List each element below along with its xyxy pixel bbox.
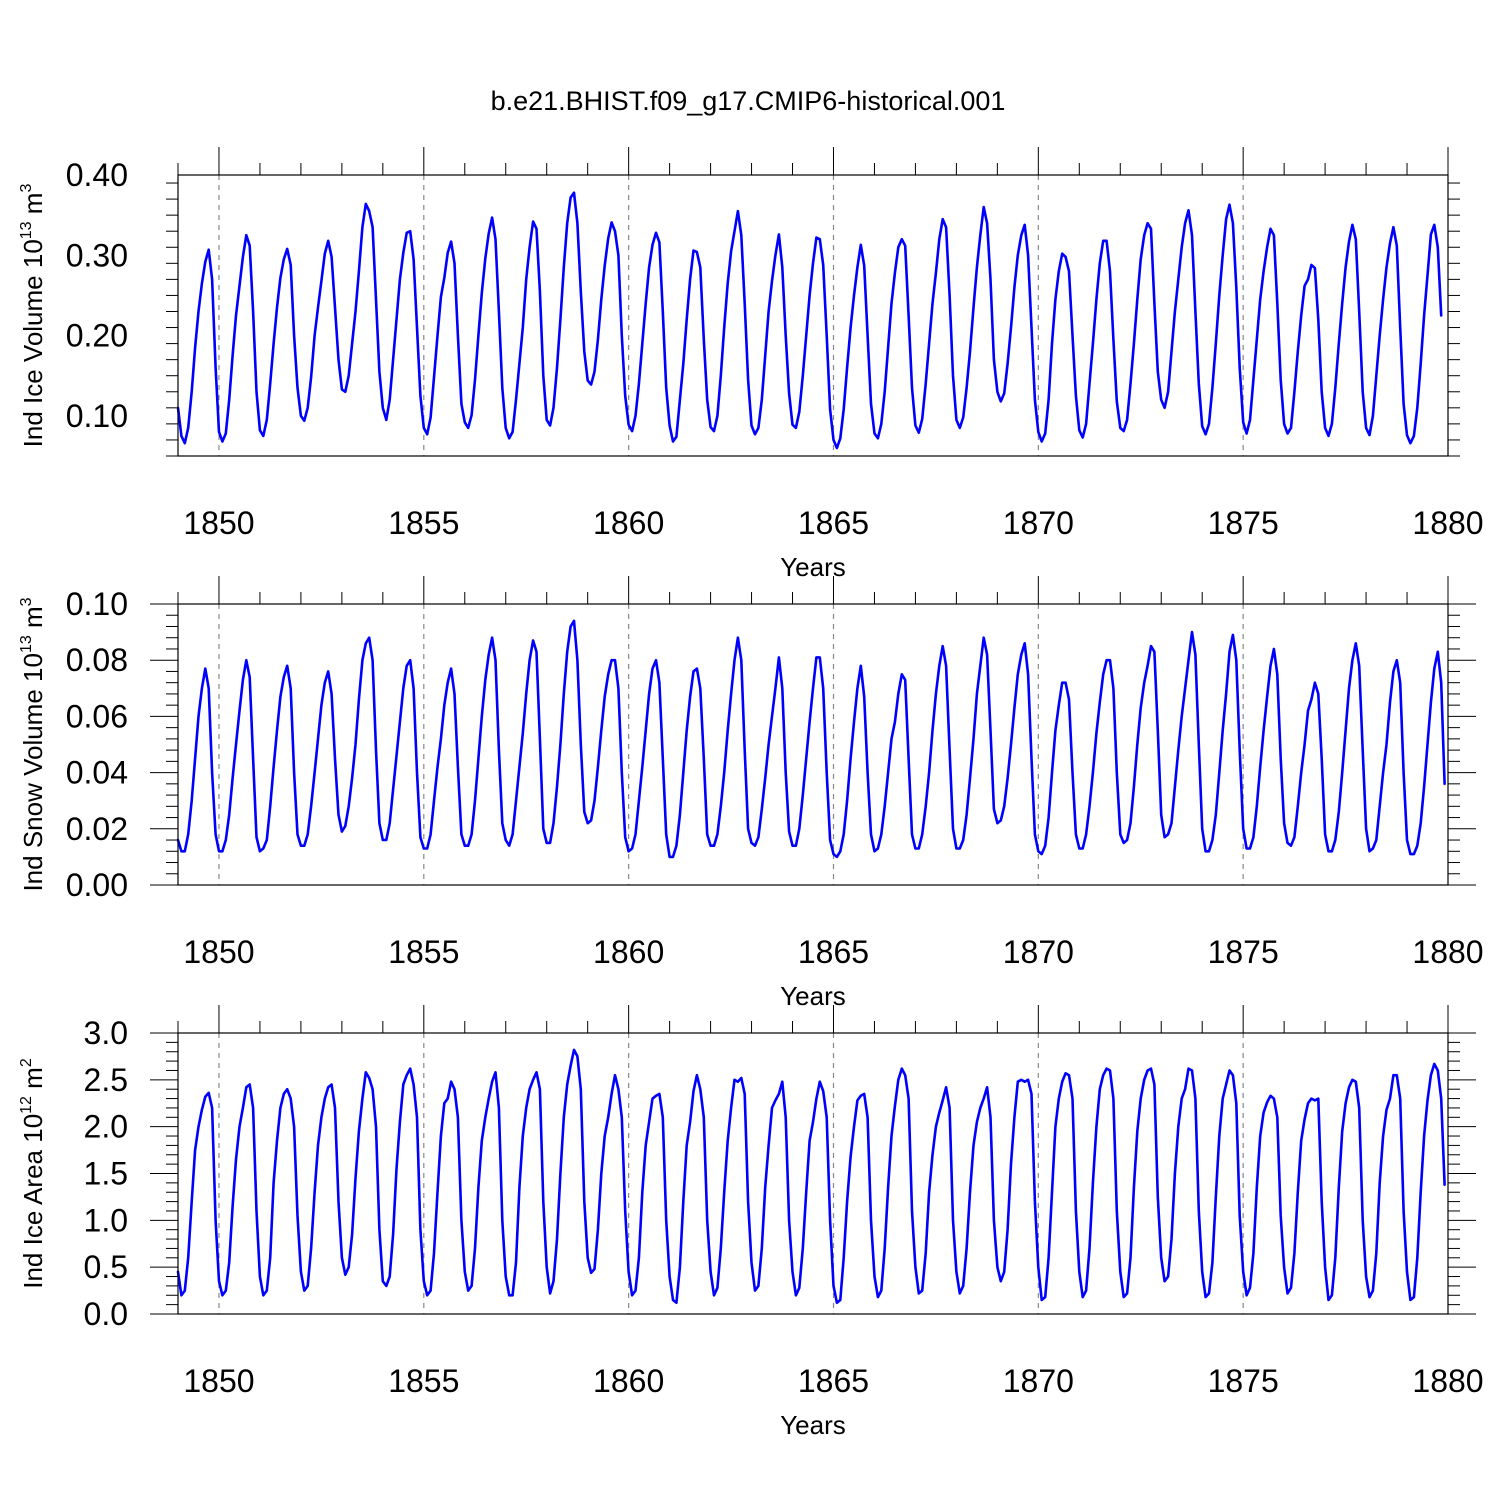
panel-ice-volume: 1850 1855 1860 1865 1870 1875 1880 Years 0.10 0.2… bbox=[18, 147, 1484, 582]
y-tick-label: 3.0 bbox=[84, 1015, 128, 1051]
x-tick-label: 1875 bbox=[1208, 1363, 1279, 1399]
x-tick-label: 1880 bbox=[1412, 934, 1483, 970]
y-axis-title: Ind Ice Area 1012 m2 bbox=[18, 1058, 48, 1289]
y-tick-label: 1.5 bbox=[84, 1156, 128, 1192]
x-tick-label: 1850 bbox=[183, 934, 254, 970]
x-axis-title: Years bbox=[780, 1410, 846, 1440]
chart-title: b.e21.BHIST.f09_g17.CMIP6-historical.001 bbox=[491, 86, 1006, 116]
x-tick-label: 1865 bbox=[798, 934, 869, 970]
x-axis-title: Years bbox=[780, 981, 846, 1011]
x-tick-label: 1870 bbox=[1003, 934, 1074, 970]
x-tick-label: 1850 bbox=[183, 505, 254, 541]
y-tick-label: 0.0 bbox=[84, 1296, 128, 1332]
x-tick-label: 1850 bbox=[183, 1363, 254, 1399]
x-tick-label: 1880 bbox=[1412, 1363, 1483, 1399]
y-axis-title-prefix: Ind Snow Volume 10 bbox=[18, 653, 48, 892]
y-tick-label: 0.08 bbox=[66, 642, 128, 678]
x-tick-label: 1860 bbox=[593, 505, 664, 541]
y-axis-title-prefix: Ind Ice Area 10 bbox=[18, 1114, 48, 1289]
y-tick-label: 0.40 bbox=[66, 157, 128, 193]
y-tick-label: 2.5 bbox=[84, 1062, 128, 1098]
x-tick-label: 1865 bbox=[798, 1363, 869, 1399]
x-tick-label: 1860 bbox=[593, 1363, 664, 1399]
x-tick-label: 1855 bbox=[388, 934, 459, 970]
y-axis-title-unit: m bbox=[18, 1067, 48, 1096]
y-tick-label: 0.30 bbox=[66, 237, 128, 273]
y-tick-label: 2.0 bbox=[84, 1109, 128, 1145]
series-line-ice-volume bbox=[176, 191, 1443, 450]
y-axis-title-unit: m bbox=[18, 606, 48, 635]
plot-frame bbox=[177, 603, 1449, 886]
y-axis-title: Ind Ice Volume 1013 m3 bbox=[18, 184, 48, 448]
y-axis-title-unit-exponent: 3 bbox=[18, 597, 35, 606]
y-tick-label: 0.04 bbox=[66, 755, 128, 791]
x-axis-title: Years bbox=[780, 552, 846, 582]
x-tick-label: 1855 bbox=[388, 505, 459, 541]
panel-snow-volume: 1850 1855 1860 1865 1870 1875 1880 Years 0.00 0.0… bbox=[18, 576, 1484, 1011]
x-tick-label: 1880 bbox=[1412, 505, 1483, 541]
series-line-ice-area bbox=[176, 1048, 1446, 1305]
panels: 1850 1855 1860 1865 1870 1875 1880 Years 0.10 0.2… bbox=[18, 147, 1484, 1440]
y-axis-title-exponent: 12 bbox=[18, 1096, 35, 1114]
y-axis-title: Ind Snow Volume 1013 m3 bbox=[18, 597, 48, 891]
series-line-snow-volume bbox=[176, 619, 1446, 859]
y-axis-title-unit-exponent: 2 bbox=[18, 1058, 35, 1067]
x-tick-label: 1870 bbox=[1003, 505, 1074, 541]
y-axis-title-prefix: Ind Ice Volume 10 bbox=[18, 239, 48, 447]
y-tick-label: 1.0 bbox=[84, 1202, 128, 1238]
plot-frame bbox=[177, 174, 1449, 457]
x-tick-label: 1875 bbox=[1208, 934, 1279, 970]
y-axis-title-unit: m bbox=[18, 193, 48, 222]
y-tick-label: 0.10 bbox=[66, 586, 128, 622]
y-tick-label: 0.5 bbox=[84, 1249, 128, 1285]
y-axis-title-exponent: 13 bbox=[18, 221, 35, 239]
x-tick-label: 1875 bbox=[1208, 505, 1279, 541]
y-tick-label: 0.06 bbox=[66, 698, 128, 734]
y-tick-label: 0.02 bbox=[66, 811, 128, 847]
x-tick-label: 1855 bbox=[388, 1363, 459, 1399]
y-tick-label: 0.00 bbox=[66, 867, 128, 903]
x-tick-label: 1865 bbox=[798, 505, 869, 541]
y-tick-label: 0.20 bbox=[66, 318, 128, 354]
y-axis-title-exponent: 13 bbox=[18, 635, 35, 653]
panel-ice-area: 1850 1855 1860 1865 1870 1875 1880 Years 0.0 0.5 1… bbox=[18, 1005, 1484, 1440]
x-tick-label: 1870 bbox=[1003, 1363, 1074, 1399]
y-tick-label: 0.10 bbox=[66, 398, 128, 434]
x-tick-label: 1860 bbox=[593, 934, 664, 970]
y-axis-title-unit-exponent: 3 bbox=[18, 184, 35, 193]
